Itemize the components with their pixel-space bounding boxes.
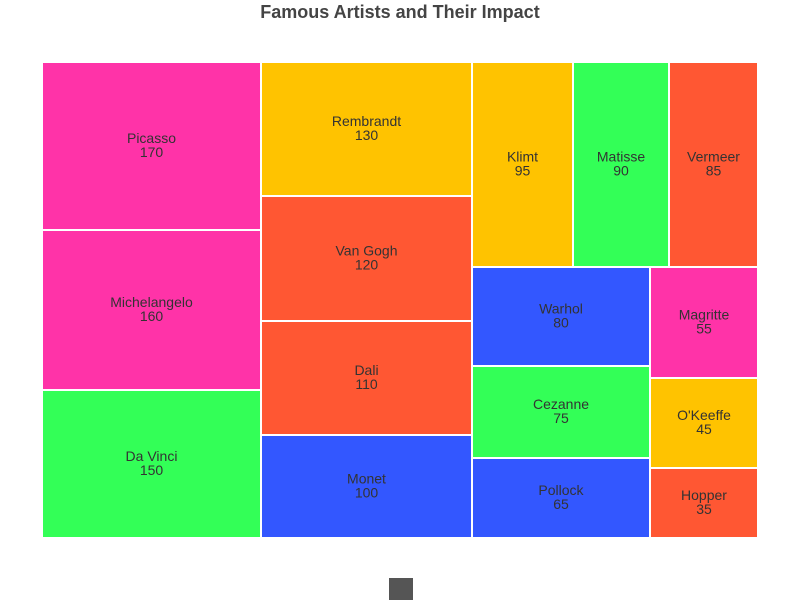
cell-value-vermeer: 85 [706,163,722,179]
cell-label-monet: Monet [347,471,386,487]
cell-label-warhol: Warhol [539,301,583,317]
cell-label-cezanne: Cezanne [533,396,589,412]
legend-swatch[interactable] [389,578,413,600]
cell-label-rembrandt: Rembrandt [332,113,401,129]
cell-label-michelangelo: Michelangelo [110,294,193,310]
cell-value-matisse: 90 [613,163,629,179]
cell-value-o-keeffe: 45 [696,421,712,437]
treemap-cell-van-gogh[interactable] [260,195,473,322]
cell-value-picasso: 170 [140,144,164,160]
cell-label-magritte: Magritte [679,307,730,323]
cell-label-matisse: Matisse [597,149,645,165]
treemap-cell-vermeer[interactable] [668,61,759,268]
cell-label-o-keeffe: O'Keeffe [677,407,731,423]
treemap-cell-magritte[interactable] [649,266,759,379]
cell-value-klimt: 95 [515,163,531,179]
cell-value-pollock: 65 [553,496,569,512]
cell-value-magritte: 55 [696,321,712,337]
treemap-cell-hopper[interactable] [649,467,759,539]
treemap-cell-da-vinci[interactable] [41,389,262,539]
cell-label-da-vinci: Da Vinci [126,448,178,464]
treemap-cell-rembrandt[interactable] [260,61,473,197]
cell-label-dali: Dali [354,362,378,378]
cell-label-vermeer: Vermeer [687,149,740,165]
treemap-cell-klimt[interactable] [471,61,574,268]
treemap-cell-warhol[interactable] [471,266,651,367]
cell-value-da-vinci: 150 [140,462,164,478]
cell-value-rembrandt: 130 [355,127,379,143]
cell-label-picasso: Picasso [127,130,176,146]
cell-value-hopper: 35 [696,501,712,517]
treemap-cell-monet[interactable] [260,434,473,539]
cell-value-cezanne: 75 [553,410,569,426]
treemap-cell-pollock[interactable] [471,457,651,539]
cell-value-dali: 110 [355,376,378,392]
cell-value-warhol: 80 [553,315,569,331]
cell-label-van-gogh: Van Gogh [335,243,397,259]
treemap-cell-o-keeffe[interactable] [649,377,759,469]
treemap-cell-dali[interactable] [260,320,473,436]
treemap-cell-matisse[interactable] [572,61,670,268]
cell-value-monet: 100 [355,485,379,501]
cell-label-pollock: Pollock [538,482,584,498]
treemap-cell-cezanne[interactable] [471,365,651,459]
cell-value-michelangelo: 160 [140,308,164,324]
cell-label-hopper: Hopper [681,487,727,503]
cell-value-van-gogh: 120 [355,257,379,273]
cell-label-klimt: Klimt [507,149,538,165]
chart-title: Famous Artists and Their Impact [260,2,540,22]
